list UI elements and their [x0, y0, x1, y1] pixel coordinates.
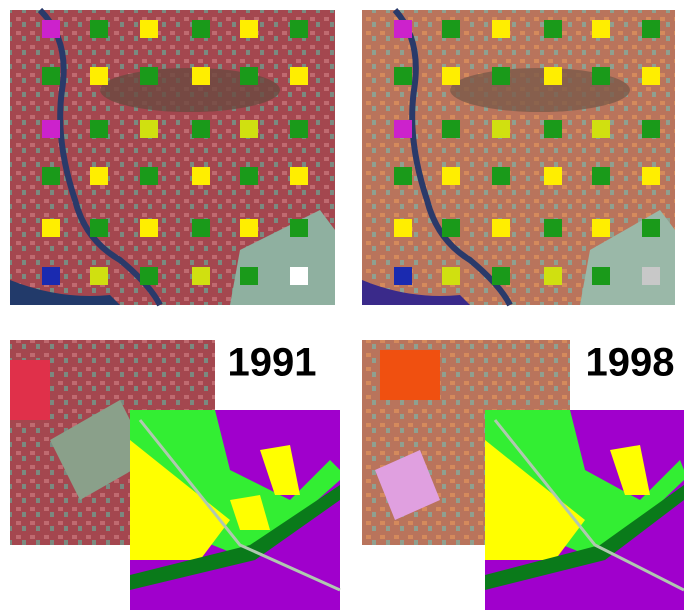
sample-plot	[442, 267, 460, 285]
sample-plot	[140, 267, 158, 285]
sample-plot	[394, 67, 412, 85]
sample-plot	[442, 219, 460, 237]
sample-plot	[544, 167, 562, 185]
sample-plot	[140, 67, 158, 85]
orange-field	[380, 350, 440, 400]
sample-plot	[592, 219, 610, 237]
sample-plot	[240, 20, 258, 38]
sample-plot	[442, 120, 460, 138]
sample-plot	[240, 219, 258, 237]
sample-plot	[240, 120, 258, 138]
detail-1998: 1998	[362, 340, 684, 610]
sample-plot	[492, 167, 510, 185]
sample-plot	[90, 219, 108, 237]
sample-plot	[544, 120, 562, 138]
sample-plot	[42, 67, 60, 85]
sample-plot	[592, 120, 610, 138]
sample-plot	[290, 120, 308, 138]
satellite-1998-overview	[362, 10, 675, 305]
sample-plot	[290, 20, 308, 38]
sample-plot	[140, 167, 158, 185]
sample-plot	[442, 67, 460, 85]
year-label: 1998	[586, 341, 675, 385]
sample-plot	[442, 20, 460, 38]
sample-plot	[544, 67, 562, 85]
sample-plot	[42, 267, 60, 285]
sample-plot	[42, 120, 60, 138]
sample-plot	[592, 67, 610, 85]
sample-plot	[394, 167, 412, 185]
sample-plot	[90, 167, 108, 185]
sample-plot	[140, 219, 158, 237]
sample-plot	[442, 167, 460, 185]
sample-plot	[290, 167, 308, 185]
sample-plot	[290, 219, 308, 237]
red-field	[10, 360, 50, 420]
sample-plot	[394, 120, 412, 138]
sample-plot	[192, 219, 210, 237]
sample-plot	[394, 219, 412, 237]
sample-plot	[90, 120, 108, 138]
sample-plot	[544, 20, 562, 38]
figure: 1991 1998	[0, 0, 684, 613]
sample-plot	[140, 120, 158, 138]
sample-plot	[240, 167, 258, 185]
page: 1991 1998 (() => { const data = JSON.par…	[0, 0, 684, 613]
sample-plot	[544, 267, 562, 285]
sample-plot	[42, 219, 60, 237]
sample-plot	[492, 219, 510, 237]
sample-plot	[592, 20, 610, 38]
sample-plot	[192, 20, 210, 38]
sample-plot	[592, 167, 610, 185]
satellite-1991-overview	[10, 10, 335, 305]
sample-plot	[544, 219, 562, 237]
sample-plot	[394, 267, 412, 285]
sample-plot	[642, 67, 660, 85]
sample-plot	[42, 20, 60, 38]
sample-plot	[192, 267, 210, 285]
year-label: 1991	[228, 341, 317, 385]
sample-plot	[642, 219, 660, 237]
sample-plot	[90, 267, 108, 285]
sample-plot	[492, 267, 510, 285]
sample-plot	[140, 20, 158, 38]
sample-plot	[642, 267, 660, 285]
sample-plot	[90, 67, 108, 85]
sample-plot	[642, 167, 660, 185]
sample-plot	[290, 267, 308, 285]
sample-plot	[240, 267, 258, 285]
sample-plot	[240, 67, 258, 85]
sample-plot	[192, 167, 210, 185]
sample-plot	[192, 67, 210, 85]
sample-plot	[192, 120, 210, 138]
sample-plot	[290, 67, 308, 85]
sample-plot	[492, 20, 510, 38]
sample-plot	[642, 20, 660, 38]
sample-plot	[592, 267, 610, 285]
detail-1991: 1991	[10, 340, 340, 610]
sample-plot	[394, 20, 412, 38]
sample-plot	[492, 120, 510, 138]
sample-plot	[90, 20, 108, 38]
sample-plot	[492, 67, 510, 85]
sample-plot	[42, 167, 60, 185]
sample-plot	[642, 120, 660, 138]
